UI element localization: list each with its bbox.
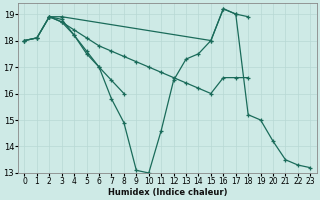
X-axis label: Humidex (Indice chaleur): Humidex (Indice chaleur): [108, 188, 227, 197]
